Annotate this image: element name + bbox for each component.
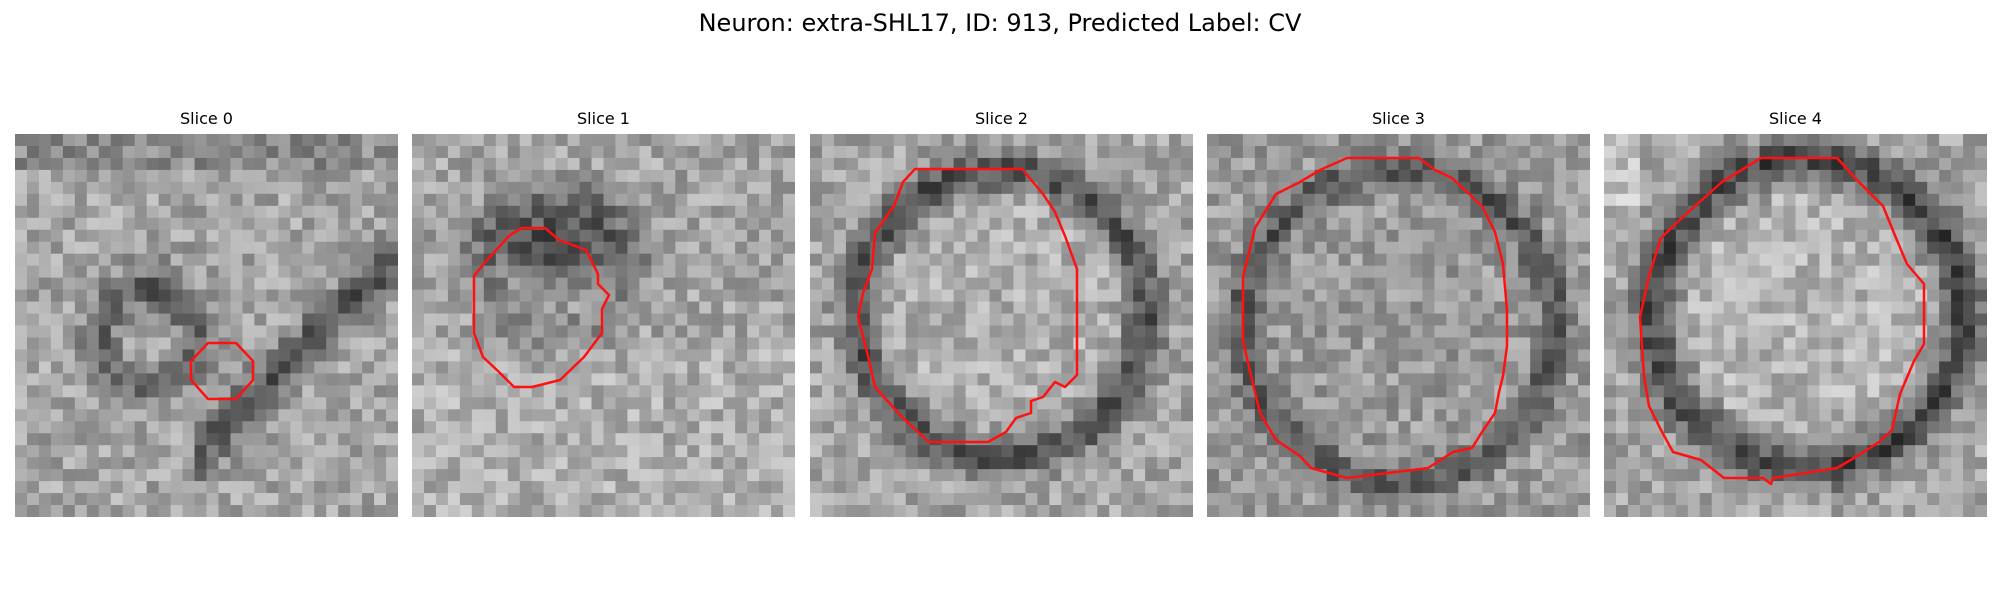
slice-title-1: Slice 1: [577, 109, 630, 128]
slice-panel-2: Slice 2: [810, 108, 1193, 518]
slice-image-4: [1604, 134, 1987, 517]
segmentation-contour-1: [472, 226, 611, 389]
segmentation-contour-3: [1241, 156, 1509, 480]
slice-image-1: [412, 134, 795, 517]
slice-panel-0: Slice 0: [15, 108, 398, 518]
slice-panel-1: Slice 1: [412, 108, 795, 518]
slice-image-3: [1207, 134, 1590, 517]
slice-image-0: [15, 134, 398, 517]
figure-title: Neuron: extra-SHL17, ID: 913, Predicted …: [698, 9, 1302, 37]
slice-image-2: [810, 134, 1193, 517]
segmentation-contour-2: [856, 167, 1079, 444]
slice-panel-4: Slice 4: [1604, 108, 1987, 518]
segmentation-contour-4: [1638, 156, 1926, 486]
slice-title-3: Slice 3: [1372, 109, 1425, 128]
slice-panel-3: Slice 3: [1207, 108, 1590, 518]
slice-title-0: Slice 0: [180, 109, 233, 128]
segmentation-contour-0: [189, 341, 255, 401]
slice-title-2: Slice 2: [975, 109, 1028, 128]
slice-title-4: Slice 4: [1769, 109, 1822, 128]
